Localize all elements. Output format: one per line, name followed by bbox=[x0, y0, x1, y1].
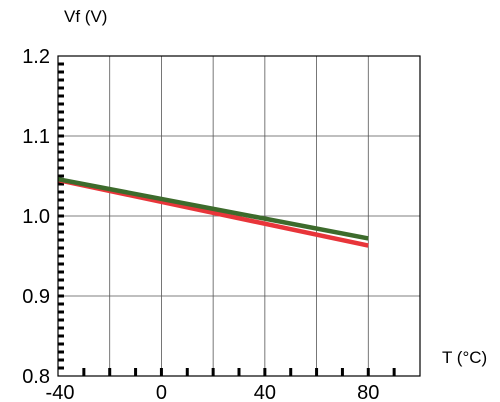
x-tick-label: -40 bbox=[46, 382, 75, 402]
x-tick-label: 0 bbox=[156, 382, 167, 402]
y-axis-title: Vf (V) bbox=[64, 7, 107, 26]
series-line bbox=[57, 176, 369, 241]
y-tick-label: 1.0 bbox=[22, 206, 50, 228]
plot-frame bbox=[57, 55, 421, 377]
y-tick-label: 0.8 bbox=[22, 366, 50, 388]
y-tick-label: 1.2 bbox=[22, 46, 50, 68]
y-tick-labels: 0.8 0.9 1.0 1.1 1.2 bbox=[22, 46, 50, 388]
series-layer bbox=[57, 176, 369, 248]
x-tick-label: 40 bbox=[254, 382, 276, 402]
minor-ticks bbox=[58, 62, 396, 376]
grid bbox=[58, 56, 420, 376]
y-tick-label: 0.9 bbox=[22, 286, 50, 308]
x-tick-labels: -40 0 40 80 bbox=[46, 382, 380, 402]
x-tick-label: 80 bbox=[357, 382, 379, 402]
x-axis-title: T (°C) bbox=[442, 348, 487, 367]
y-tick-label: 1.1 bbox=[22, 126, 50, 148]
